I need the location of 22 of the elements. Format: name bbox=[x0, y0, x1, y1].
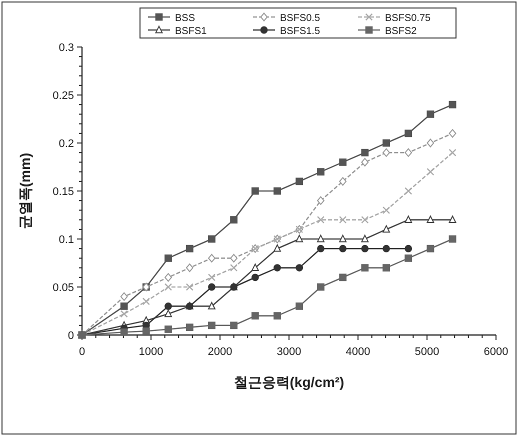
x-axis-title: 철근응력(kg/cm²) bbox=[234, 374, 344, 390]
y-tick-label: 0 bbox=[68, 330, 74, 342]
x-tick-label: 4000 bbox=[346, 346, 370, 358]
legend-label: BSFS0.75 bbox=[385, 13, 432, 24]
legend-label: BSFS0.5 bbox=[280, 13, 320, 24]
legend-label: BSFS1.5 bbox=[280, 26, 320, 37]
legend-label: BSFS1 bbox=[175, 26, 208, 37]
x-tick-label: 3000 bbox=[276, 346, 302, 358]
y-tick-label: 0.1 bbox=[58, 234, 74, 246]
y-axis-title: 균열폭(mm) bbox=[17, 152, 33, 230]
x-tick-label: 2000 bbox=[208, 346, 232, 358]
y-tick-label: 0.25 bbox=[52, 90, 74, 102]
y-tick-label: 0.05 bbox=[52, 282, 74, 294]
y-tick-label: 0.2 bbox=[58, 138, 74, 150]
x-tick-label: 0 bbox=[78, 346, 86, 358]
y-tick-label: 0.15 bbox=[52, 186, 74, 198]
y-tick-label: 0.3 bbox=[58, 42, 74, 54]
legend-label: BSS bbox=[175, 13, 196, 24]
x-tick-label: 6000 bbox=[484, 346, 508, 358]
legend-label: BSFS2 bbox=[385, 26, 418, 37]
x-tick-label: 1000 bbox=[138, 346, 164, 358]
x-tick-label: 5000 bbox=[414, 346, 440, 358]
